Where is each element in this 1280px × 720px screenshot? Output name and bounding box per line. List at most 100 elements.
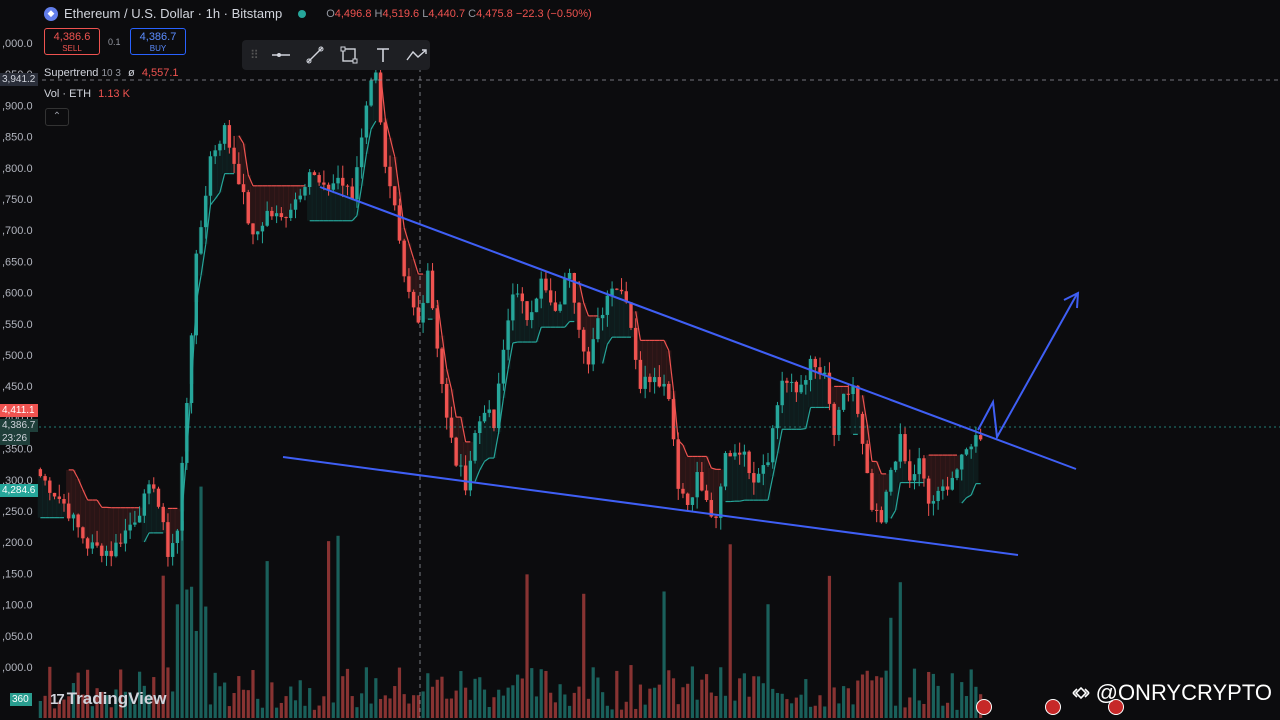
breakout-arrowhead — [1063, 291, 1080, 309]
volume-bar — [218, 686, 222, 718]
candle-body — [799, 384, 803, 393]
us-flag-icon[interactable] — [1045, 699, 1061, 715]
supertrend-line — [484, 457, 490, 462]
volume-bar — [591, 667, 595, 718]
candle-body — [322, 182, 326, 185]
supertrend-fill — [850, 385, 856, 435]
supertrend-line — [474, 469, 481, 482]
candle-body — [341, 177, 345, 186]
us-flag-icon[interactable] — [976, 699, 992, 715]
candle-body — [161, 506, 165, 523]
volume-bar — [482, 689, 487, 718]
volume-bar — [331, 702, 335, 718]
candle-body — [114, 542, 118, 557]
candle-body — [393, 186, 397, 206]
candle-body — [813, 358, 817, 368]
volume-bar — [525, 574, 529, 718]
volume-bar — [709, 692, 713, 718]
supertrend-line — [866, 424, 873, 462]
supertrend-fill — [812, 367, 818, 408]
candle-body — [407, 276, 411, 292]
collapse-legend-button[interactable]: ⌃ — [45, 108, 69, 126]
volume-bar — [530, 668, 534, 718]
y-tick-label: ,100.0 — [2, 600, 33, 612]
volume-bar — [785, 699, 789, 718]
supertrend-fill — [789, 381, 795, 430]
symbol-title[interactable]: Ethereum / U.S. Dollar · 1h · Bitstamp — [64, 6, 283, 21]
supertrend-fill — [718, 469, 724, 487]
candle-body — [128, 524, 132, 531]
sell-button[interactable]: 4,386.6 SELL — [44, 28, 100, 55]
volume-bar — [818, 695, 822, 718]
buy-button[interactable]: 4,386.7 BUY — [130, 28, 186, 55]
supertrend-fill — [103, 507, 110, 551]
market-status-dot — [298, 9, 307, 18]
trend-line-tool-icon[interactable] — [303, 43, 327, 67]
y-tick-label: ,800.0 — [2, 163, 33, 175]
text-tool-icon[interactable] — [371, 43, 395, 67]
candle-body — [884, 491, 888, 523]
volume-bar — [303, 705, 307, 718]
horizontal-ray-tool-icon[interactable] — [269, 43, 293, 67]
volume-bar — [832, 687, 836, 718]
volume-bar — [270, 682, 274, 718]
candle-body — [152, 484, 156, 489]
candle-body — [681, 488, 685, 494]
volume-bar — [723, 695, 728, 718]
supertrend-fill — [255, 185, 261, 232]
path-tool-icon[interactable] — [405, 43, 429, 67]
volume-bar — [889, 617, 893, 718]
volume-bar — [109, 707, 113, 718]
volume-bar — [856, 680, 860, 718]
ohlc-readout: O4,496.8 H4,519.6 L4,440.7 C4,475.8 −22.… — [326, 7, 592, 20]
candle-body — [492, 409, 496, 429]
supertrend-fill — [70, 469, 77, 515]
candle-body — [534, 298, 539, 313]
candle-body — [246, 192, 250, 224]
candle-body — [823, 372, 827, 375]
volume-bar — [960, 682, 964, 718]
supertrend-legend[interactable]: Supertrend 10 3 ø 4,557.1 — [44, 67, 179, 79]
volume-bar — [171, 691, 175, 718]
candle-body — [468, 460, 473, 491]
volume-bar — [752, 676, 756, 718]
supertrend-line — [351, 215, 358, 222]
tradingview-logo[interactable]: 17 TradingView — [50, 689, 167, 708]
supertrend-line — [861, 395, 868, 425]
candle-body — [260, 225, 265, 232]
volume-bar — [289, 686, 293, 718]
candle-body — [969, 446, 973, 450]
drag-handle-icon[interactable]: ⠿ — [250, 48, 259, 62]
candle-body — [175, 530, 180, 544]
volume-bar — [865, 670, 869, 718]
volume-legend[interactable]: Vol · ETH 1.13 K — [44, 88, 130, 100]
volume-bar — [393, 686, 397, 718]
supertrend-line — [238, 135, 245, 144]
volume-bar — [251, 670, 255, 718]
supertrend-line — [711, 467, 717, 470]
supertrend-fill — [557, 304, 563, 328]
rectangle-tool-icon[interactable] — [337, 43, 361, 67]
volume-bar — [662, 591, 666, 718]
supertrend-fill — [477, 421, 483, 470]
supertrend-line — [739, 499, 745, 502]
breakout-arrow — [977, 293, 1078, 441]
candle-body — [898, 434, 903, 462]
supertrend-line — [805, 407, 812, 429]
candle-body — [860, 413, 865, 444]
candle-body — [336, 177, 340, 184]
candle-body — [317, 175, 321, 183]
volume-bar — [549, 692, 553, 718]
us-flag-icon[interactable] — [1108, 699, 1124, 715]
candle-body — [780, 380, 784, 406]
candle-body — [926, 478, 931, 504]
volume-bar — [256, 698, 260, 718]
supertrend-fill — [325, 189, 332, 221]
supertrend-fill — [618, 291, 625, 338]
supertrend-fill — [533, 298, 540, 343]
supertrend-fill — [552, 310, 558, 328]
volume-bar — [378, 698, 383, 718]
ethereum-icon: ◆ — [44, 6, 58, 21]
supertrend-line — [512, 341, 518, 344]
